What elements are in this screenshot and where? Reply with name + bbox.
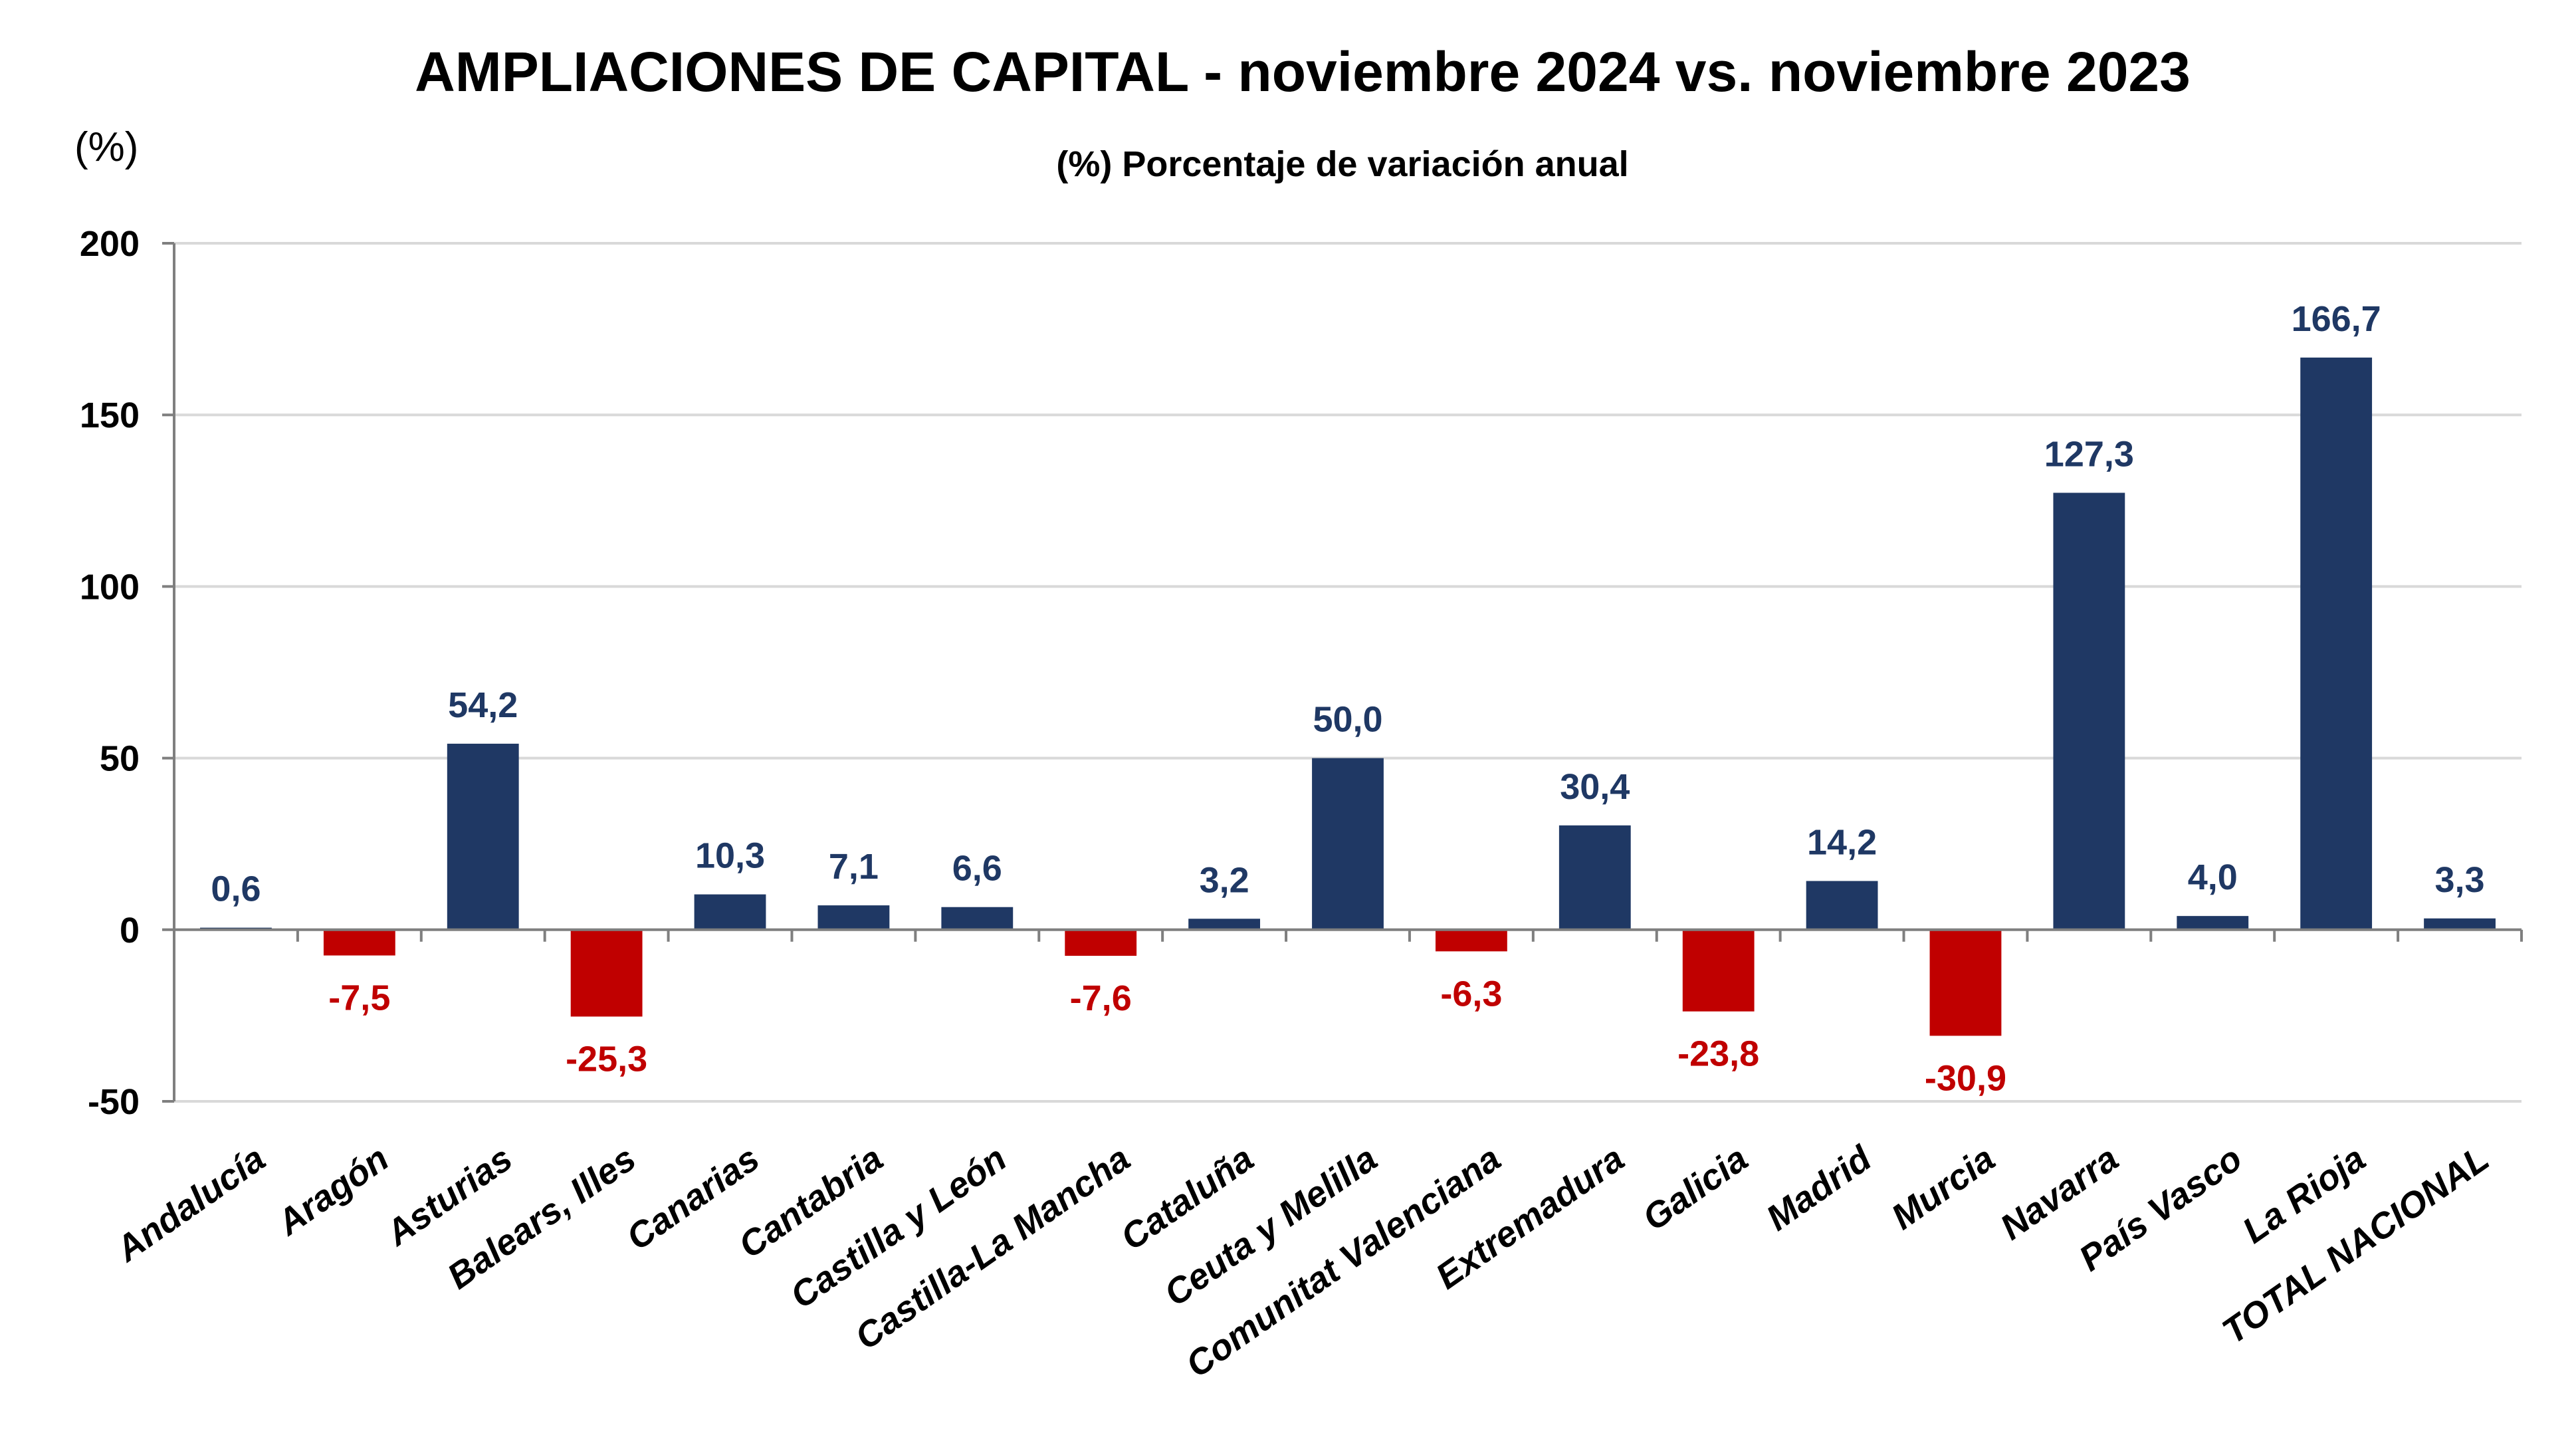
data-label: -7,6 (1070, 978, 1132, 1018)
bar (1065, 929, 1137, 956)
bars (200, 357, 2496, 1036)
y-tick-label: 100 (80, 567, 140, 607)
bar (2300, 357, 2373, 930)
bar (2053, 493, 2125, 930)
bar (1682, 929, 1755, 1012)
y-tick-label: 150 (80, 395, 140, 435)
data-label: -25,3 (566, 1039, 647, 1079)
y-tick-label: 0 (120, 911, 140, 950)
data-label: -30,9 (1925, 1058, 2006, 1098)
bar (2177, 916, 2249, 930)
y-axis-unit-label: (%) (74, 124, 138, 170)
bar (1435, 929, 1507, 952)
data-label: 4,0 (2188, 857, 2238, 897)
axes (162, 242, 2523, 1103)
bar (1806, 881, 1878, 930)
data-label: 3,2 (1200, 860, 1249, 900)
bar (1312, 758, 1384, 930)
data-label: 14,2 (1807, 822, 1877, 862)
data-label: 6,6 (952, 849, 1002, 889)
value-labels: 0,6 -7,5 54,2 -25,3 10,3 7,1 6,6 -7,6 3,2 50,0 -6,… (211, 299, 2484, 1098)
bar (570, 929, 643, 1017)
data-label: 30,4 (1560, 767, 1630, 807)
data-label: -23,8 (1677, 1034, 1759, 1074)
data-label: -6,3 (1440, 974, 1502, 1014)
data-label: 10,3 (695, 836, 765, 876)
bar (817, 905, 890, 930)
bar (941, 907, 1014, 930)
bar (447, 743, 519, 930)
y-tick-label: 200 (80, 224, 140, 264)
chart-subtitle: (%) Porcentaje de variación anual (1056, 144, 1628, 184)
data-label: 54,2 (448, 685, 518, 725)
data-label: 3,3 (2435, 860, 2485, 900)
bar (694, 894, 766, 930)
data-label: 50,0 (1313, 700, 1382, 740)
y-tick-label: -50 (88, 1082, 140, 1122)
bar (1929, 929, 2002, 1036)
data-label: 7,1 (829, 847, 879, 887)
bar (1188, 919, 1261, 930)
bar (1558, 825, 1631, 930)
y-tick-label: 50 (100, 739, 140, 779)
bar (2424, 918, 2496, 930)
data-label: -7,5 (328, 978, 390, 1018)
data-label: 127,3 (2044, 434, 2134, 474)
bar (323, 929, 395, 956)
data-label: 166,7 (2292, 299, 2381, 339)
y-axis-ticks: 200 150 100 50 0 -50 (80, 224, 140, 1122)
data-label: 0,6 (211, 869, 261, 909)
chart-title: AMPLIACIONES DE CAPITAL - noviembre 2024… (415, 41, 2191, 103)
